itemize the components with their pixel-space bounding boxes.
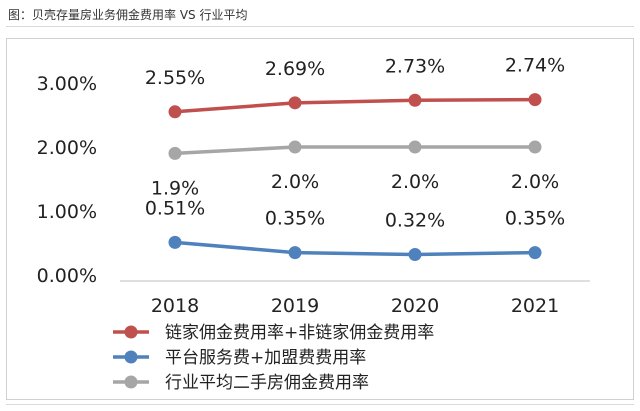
data-point — [408, 140, 422, 154]
data-label: 2.74% — [505, 55, 565, 77]
data-label: 1.9% — [151, 177, 199, 199]
x-tick-label: 2019 — [271, 295, 319, 317]
legend-item: 链家佣金费用率+非链家佣金费用率 — [113, 323, 434, 343]
legend-item: 平台服务费+加盟费费用率 — [113, 348, 366, 368]
data-point — [528, 246, 542, 260]
data-point — [168, 146, 182, 160]
bottom-divider — [6, 404, 634, 405]
data-point — [288, 246, 302, 260]
series-1: 0.51% 0.35% 0.32% 0.35% — [145, 197, 565, 262]
series-line — [173, 240, 537, 257]
legend-label: 行业平均二手房佣金费用率 — [165, 373, 369, 393]
data-label: 2.55% — [145, 67, 205, 89]
series-2: 1.9% 2.0% 2.0% 2.0% — [151, 140, 559, 199]
x-tick-label: 2018 — [151, 295, 199, 317]
series-line — [173, 97, 537, 114]
y-axis: 0.00% 1.00% 2.00% 3.00% — [37, 73, 97, 287]
legend-item: 行业平均二手房佣金费用率 — [113, 373, 369, 393]
legend-marker — [124, 350, 138, 364]
data-label: 2.0% — [271, 171, 319, 193]
y-tick-label: 1.00% — [37, 201, 97, 223]
data-point — [408, 93, 422, 107]
data-point — [168, 105, 182, 119]
data-point — [288, 140, 302, 154]
figure-title: 图：贝壳存量房业务佣金费用率 VS 行业平均 — [8, 8, 248, 22]
data-label: 0.51% — [145, 197, 205, 219]
data-label: 2.73% — [385, 55, 445, 77]
data-point — [168, 235, 182, 249]
data-label: 2.0% — [391, 171, 439, 193]
legend-marker — [124, 375, 138, 389]
x-tick-label: 2020 — [391, 295, 439, 317]
data-point — [528, 93, 542, 107]
legend-label: 链家佣金费用率+非链家佣金费用率 — [165, 323, 434, 343]
chart-frame — [6, 38, 634, 400]
legend-label: 平台服务费+加盟费费用率 — [165, 348, 366, 368]
data-point — [288, 96, 302, 110]
data-label: 0.32% — [385, 210, 445, 232]
series-layer: 2.55% 2.69% 2.73% 2.74% 0.51% 0.35% 0.32% 0.35%… — [145, 55, 565, 262]
y-tick-label: 0.00% — [37, 265, 97, 287]
legend-marker — [124, 325, 138, 339]
series-0: 2.55% 2.69% 2.73% 2.74% — [145, 55, 565, 119]
y-tick-label: 3.00% — [37, 73, 97, 95]
data-point — [528, 140, 542, 154]
y-tick-label: 2.00% — [37, 137, 97, 159]
title-divider — [6, 26, 634, 27]
data-label: 0.35% — [505, 208, 565, 230]
x-tick-label: 2021 — [511, 295, 559, 317]
data-label: 2.69% — [265, 58, 325, 80]
data-label: 2.0% — [511, 171, 559, 193]
x-axis: 2018 2019 2020 2021 — [120, 280, 590, 317]
data-point — [408, 248, 422, 262]
data-label: 0.35% — [265, 208, 325, 230]
series-line — [173, 145, 537, 156]
